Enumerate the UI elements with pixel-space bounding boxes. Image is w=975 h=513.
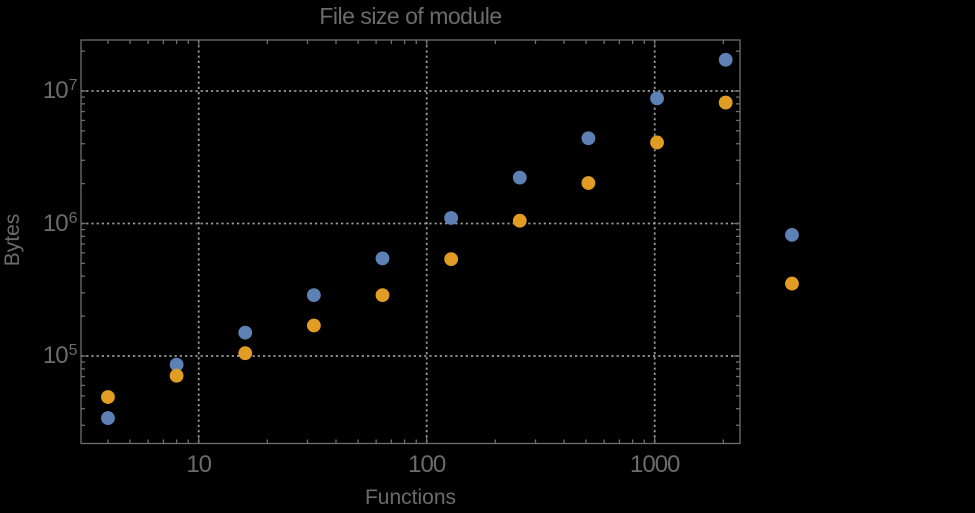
- y-tick-exponent: 7: [68, 77, 78, 94]
- data-point-series-orange: [444, 252, 459, 267]
- y-tick-exponent: 6: [68, 209, 78, 227]
- data-point-series-blue: [169, 357, 184, 372]
- data-point-series-orange: [101, 390, 115, 404]
- chart-title: File size of module: [319, 3, 502, 29]
- data-point-series-blue: [238, 325, 253, 340]
- data-point-series-orange: [785, 276, 799, 291]
- x-tick-label: 100: [408, 451, 446, 478]
- y-tick-label: 105: [0, 342, 78, 372]
- data-point-series-orange: [375, 288, 390, 303]
- x-tick-label: 10: [186, 451, 212, 478]
- data-point-series-blue: [512, 170, 527, 185]
- y-tick-base: 10: [42, 77, 69, 104]
- y-tick-base: 10: [42, 209, 69, 237]
- x-tick-label: 1000: [629, 451, 680, 478]
- plot-frame: [80, 39, 741, 445]
- x-axis-label: Functions: [364, 486, 457, 509]
- data-point-series-blue: [581, 131, 596, 146]
- y-tick-exponent: 5: [68, 342, 78, 359]
- y-tick-label: 106: [0, 209, 78, 240]
- data-point-series-orange: [581, 176, 596, 190]
- y-tick-label: 107: [0, 77, 78, 107]
- data-point-series-blue: [444, 211, 459, 225]
- data-point-series-blue: [785, 228, 799, 242]
- y-tick-base: 10: [42, 342, 69, 369]
- data-point-series-orange: [512, 213, 527, 228]
- data-point-series-blue: [718, 52, 733, 67]
- data-point-series-blue: [306, 288, 321, 303]
- data-point-series-blue: [375, 251, 390, 266]
- data-point-series-orange: [718, 95, 733, 110]
- data-point-series-orange: [169, 368, 184, 383]
- data-point-series-orange: [238, 346, 253, 361]
- data-point-series-blue: [101, 411, 115, 425]
- data-point-series-blue: [650, 91, 664, 106]
- data-point-series-orange: [650, 135, 664, 150]
- data-point-series-orange: [306, 318, 321, 333]
